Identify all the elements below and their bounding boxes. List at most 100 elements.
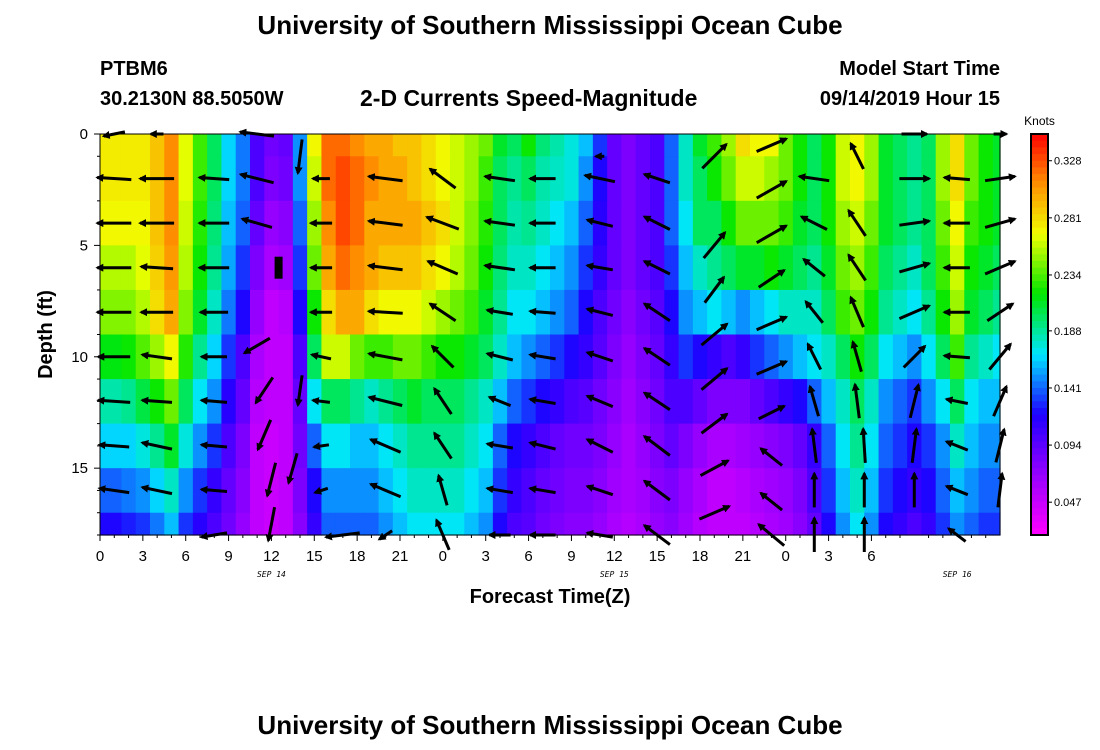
heatmap-cell — [978, 468, 994, 514]
x-tick-label: 15 — [649, 548, 666, 565]
heatmap-cell — [178, 245, 194, 291]
heatmap-cell — [235, 134, 251, 157]
heatmap-cell — [664, 156, 680, 202]
heatmap-cell — [678, 200, 694, 246]
colorbar-unit: Knots — [1024, 114, 1055, 128]
heatmap-cell — [464, 468, 480, 514]
heatmap-cell — [521, 468, 537, 514]
heatmap-cell — [907, 512, 923, 536]
heatmap-cell — [507, 512, 523, 536]
heatmap-cell — [978, 134, 994, 157]
heatmap-cell — [778, 379, 794, 425]
heatmap-cell — [964, 289, 980, 336]
heatmap-cell — [364, 468, 380, 514]
colorbar: Knots 0.328 0.281 0.234 0.188 0.141 0.094 0.047 — [1024, 114, 1082, 536]
heatmap-cell — [250, 289, 265, 336]
heatmap-cell — [364, 423, 380, 469]
x-tick-label: 0 — [439, 548, 447, 565]
heatmap-cell — [735, 379, 751, 425]
heatmap-cell — [392, 134, 408, 157]
heatmap-cell — [335, 334, 351, 380]
heatmap-cell — [835, 289, 851, 336]
heatmap-cell — [992, 468, 1001, 514]
heatmap-cell — [907, 134, 923, 157]
y-tick-label: 15 — [71, 460, 88, 477]
current-vector-arrow — [642, 391, 671, 412]
heatmap-cell — [350, 134, 365, 157]
heatmap-cell — [764, 379, 780, 425]
heatmap-cell — [550, 379, 565, 425]
heatmap-cell — [635, 423, 651, 469]
heatmap-cell — [107, 134, 123, 157]
heatmap-cell — [964, 156, 980, 202]
heatmap-cell — [964, 423, 980, 469]
current-vector-arrow — [585, 350, 614, 363]
heatmap-cell — [235, 334, 251, 380]
heatmap-cell — [164, 334, 180, 380]
heatmap-cell — [550, 468, 565, 514]
heatmap-cell — [450, 156, 465, 202]
current-vector-arrow — [642, 347, 671, 367]
heatmap-cell — [692, 423, 708, 469]
heatmap-cell — [264, 245, 280, 291]
heatmap-cell — [421, 334, 437, 380]
heatmap-cell — [107, 512, 123, 536]
current-vector-arrow — [366, 307, 403, 316]
heatmap-cell — [250, 134, 265, 157]
heatmap-cell — [635, 156, 651, 202]
x-tick-label: 18 — [349, 548, 366, 565]
current-vector-arrow — [755, 224, 788, 245]
current-vector-arrow — [95, 173, 132, 182]
heatmap-cell — [664, 423, 680, 469]
bottom-title: University of Southern Mississippi Ocean… — [257, 710, 843, 740]
heatmap-cell — [221, 423, 237, 469]
heatmap-cell — [607, 245, 623, 291]
heatmap-cell — [507, 468, 523, 514]
heatmap-cell — [521, 423, 537, 469]
current-vector-arrow — [859, 426, 868, 463]
heatmap-cell — [878, 200, 894, 246]
heatmap-cell — [707, 379, 723, 425]
current-vector-arrow — [97, 485, 130, 495]
heatmap-cell — [221, 334, 237, 380]
x-tick-label: 6 — [867, 548, 875, 565]
heatmap-cell — [507, 156, 523, 202]
colorbar-segment — [1031, 401, 1048, 409]
current-vector-arrow — [642, 302, 671, 322]
heatmap-cell — [864, 134, 880, 157]
heatmap-cell — [892, 289, 908, 336]
current-vector-arrow — [804, 300, 824, 324]
current-vector-arrow — [902, 344, 927, 369]
current-vector-arrow — [847, 208, 867, 237]
current-vector-arrow — [698, 504, 732, 521]
heatmap-cell — [178, 468, 194, 514]
date-label: SEP 16 — [943, 570, 972, 579]
colorbar-segment — [1031, 234, 1048, 242]
heatmap-cell — [407, 334, 423, 380]
heatmap-cell — [178, 156, 194, 202]
heatmap-cell — [350, 156, 365, 202]
heatmap-cell — [421, 245, 437, 291]
current-vector-arrow — [139, 263, 174, 271]
heatmap-cell — [135, 334, 151, 380]
heatmap-cell — [621, 468, 637, 514]
colorbar-segment — [1031, 301, 1048, 309]
plot-title: 2-D Currents Speed-Magnitude — [360, 85, 698, 111]
heatmap-cell — [792, 156, 808, 202]
current-vector-arrow — [242, 336, 271, 355]
heatmap-cell — [978, 245, 994, 291]
heatmap-cell — [878, 289, 894, 336]
current-vector-arrow — [366, 262, 403, 272]
heatmap-cell — [307, 134, 323, 157]
heatmap-cell — [778, 512, 794, 536]
current-vector-arrow — [140, 484, 173, 496]
heatmap-cell — [178, 334, 194, 380]
current-vector-arrow — [485, 440, 514, 450]
heatmap-cell — [835, 245, 851, 291]
heatmap-cell — [478, 512, 494, 536]
heatmap-cell — [578, 156, 594, 202]
current-vector-arrow — [944, 484, 969, 497]
current-vector-arrow — [96, 396, 131, 405]
heatmap-cell — [607, 512, 623, 536]
heatmap-cell — [778, 156, 794, 202]
